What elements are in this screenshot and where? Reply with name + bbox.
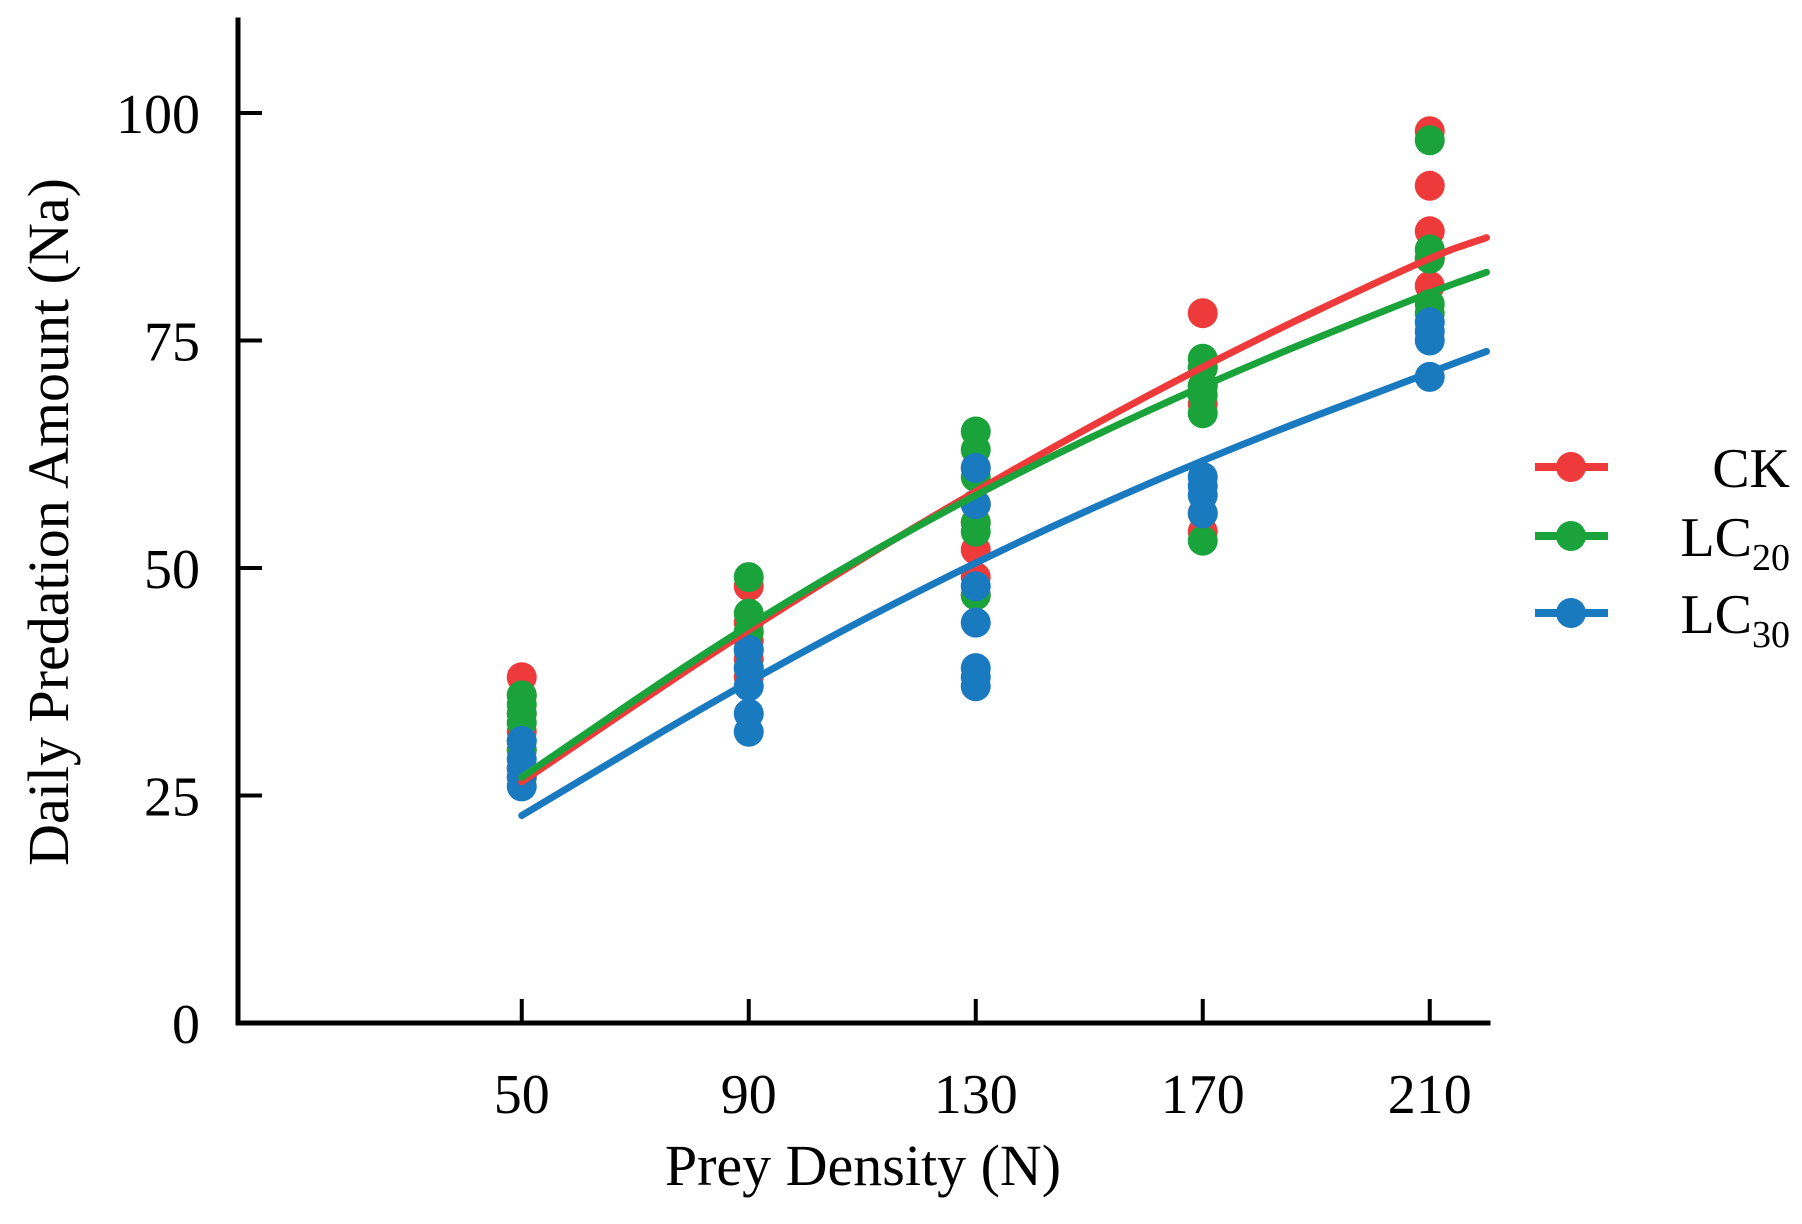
- x-tick-label: 210: [1388, 1064, 1472, 1126]
- x-tick-label: 170: [1161, 1064, 1245, 1126]
- data-point-lc30: [960, 607, 991, 638]
- legend-label: LC20: [1680, 507, 1790, 579]
- legend-marker: [1556, 452, 1586, 482]
- x-tick-label: 50: [494, 1064, 550, 1126]
- data-point-lc30: [960, 571, 991, 602]
- fit-line-lc20: [518, 268, 1490, 781]
- data-point-lc20: [1187, 525, 1218, 556]
- data-point-lc20: [1414, 125, 1445, 156]
- ticks: 0 25 50 75 100 50 90 130 170 210: [116, 84, 1472, 1126]
- legend-label: CK: [1712, 438, 1790, 500]
- data-point-lc20: [1187, 398, 1218, 429]
- legend-item-lc20: LC20: [1535, 507, 1790, 579]
- axes: [235, 17, 1491, 1026]
- legend-item-lc30: LC30: [1535, 584, 1790, 656]
- fit-line-lc30: [518, 347, 1490, 820]
- x-tick-label: 90: [721, 1064, 777, 1126]
- fit-line-ck: [518, 234, 1490, 786]
- data-point-lc30: [960, 452, 991, 483]
- x-tick-label: 130: [934, 1064, 1018, 1126]
- series-lc30-points: [506, 307, 1445, 802]
- data-point-lc30: [1187, 498, 1218, 529]
- y-tick-label: 0: [172, 994, 200, 1056]
- data-point-lc20: [733, 562, 764, 593]
- data-point-lc30: [1414, 325, 1445, 356]
- y-tick-label: 75: [144, 312, 200, 374]
- data-point-lc30: [733, 716, 764, 747]
- plot-area: [506, 116, 1490, 820]
- y-tick-label: 50: [144, 539, 200, 601]
- y-tick-label: 25: [144, 767, 200, 829]
- y-tick-label: 100: [116, 84, 200, 146]
- data-point-ck: [1414, 170, 1445, 201]
- data-point-ck: [1187, 298, 1218, 329]
- legend-marker: [1556, 598, 1586, 628]
- legend-item-ck: CK: [1535, 438, 1790, 500]
- legend-label: LC30: [1680, 584, 1790, 656]
- y-axis-title: Daily Predation Amount (Na): [16, 178, 81, 866]
- legend-marker: [1556, 521, 1586, 551]
- x-axis-title: Prey Density (N): [665, 1133, 1061, 1198]
- data-point-lc30: [960, 671, 991, 702]
- data-point-lc20: [960, 516, 991, 547]
